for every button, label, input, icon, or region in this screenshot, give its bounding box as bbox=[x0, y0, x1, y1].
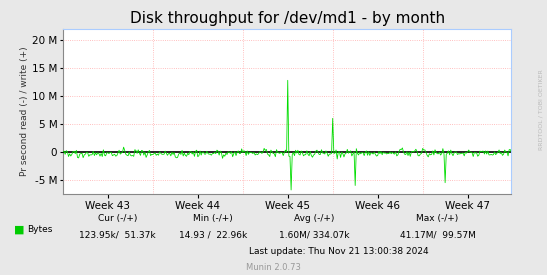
Text: 123.95k/  51.37k: 123.95k/ 51.37k bbox=[79, 231, 156, 240]
Text: Avg (-/+): Avg (-/+) bbox=[294, 214, 335, 223]
Text: 14.93 /  22.96k: 14.93 / 22.96k bbox=[179, 231, 247, 240]
Title: Disk throughput for /dev/md1 - by month: Disk throughput for /dev/md1 - by month bbox=[130, 11, 445, 26]
Text: Munin 2.0.73: Munin 2.0.73 bbox=[246, 263, 301, 271]
Text: Min (-/+): Min (-/+) bbox=[194, 214, 233, 223]
Text: ■: ■ bbox=[14, 225, 24, 235]
Text: Cur (-/+): Cur (-/+) bbox=[98, 214, 137, 223]
Text: Last update: Thu Nov 21 13:00:38 2024: Last update: Thu Nov 21 13:00:38 2024 bbox=[249, 248, 429, 256]
Y-axis label: Pr second read (-) / write (+): Pr second read (-) / write (+) bbox=[20, 46, 29, 176]
Text: Max (-/+): Max (-/+) bbox=[416, 214, 459, 223]
Text: 41.17M/  99.57M: 41.17M/ 99.57M bbox=[400, 231, 475, 240]
Text: 1.60M/ 334.07k: 1.60M/ 334.07k bbox=[280, 231, 350, 240]
Text: Bytes: Bytes bbox=[27, 225, 53, 234]
Text: RRDTOOL / TOBI OETIKER: RRDTOOL / TOBI OETIKER bbox=[538, 70, 543, 150]
